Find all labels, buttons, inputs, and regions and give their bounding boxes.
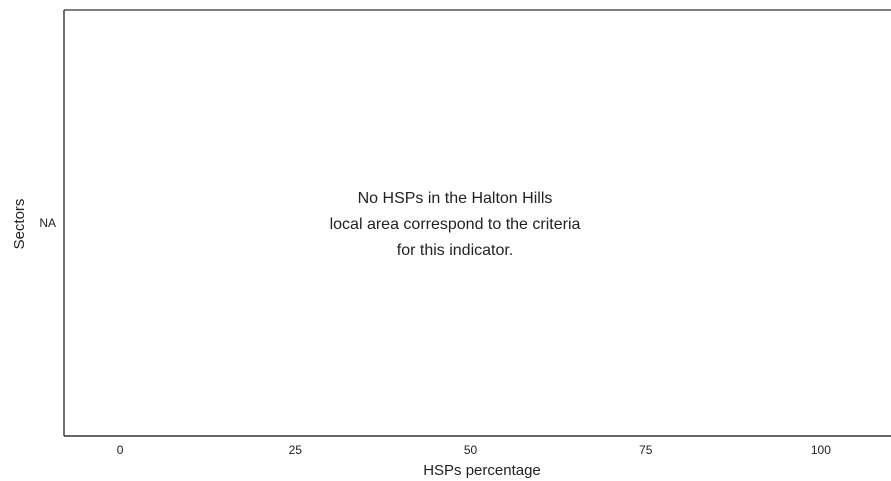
no-data-message-line-2: local area correspond to the criteria [330,216,581,233]
y-tick-label-na: NA [39,216,56,230]
y-axis-title: Sectors [11,199,28,250]
x-tick-label-50: 50 [464,443,478,457]
x-tick-label-0: 0 [117,443,124,457]
x-tick-label-100: 100 [811,443,831,457]
no-data-message-line-1: No HSPs in the Halton Hills [358,190,553,207]
x-axis-title: HSPs percentage [423,462,541,479]
no-data-message-line-3: for this indicator. [397,242,514,259]
x-tick-label-75: 75 [639,443,653,457]
x-tick-label-25: 25 [289,443,303,457]
x-tick-labels: 0 25 50 75 100 [117,443,831,457]
